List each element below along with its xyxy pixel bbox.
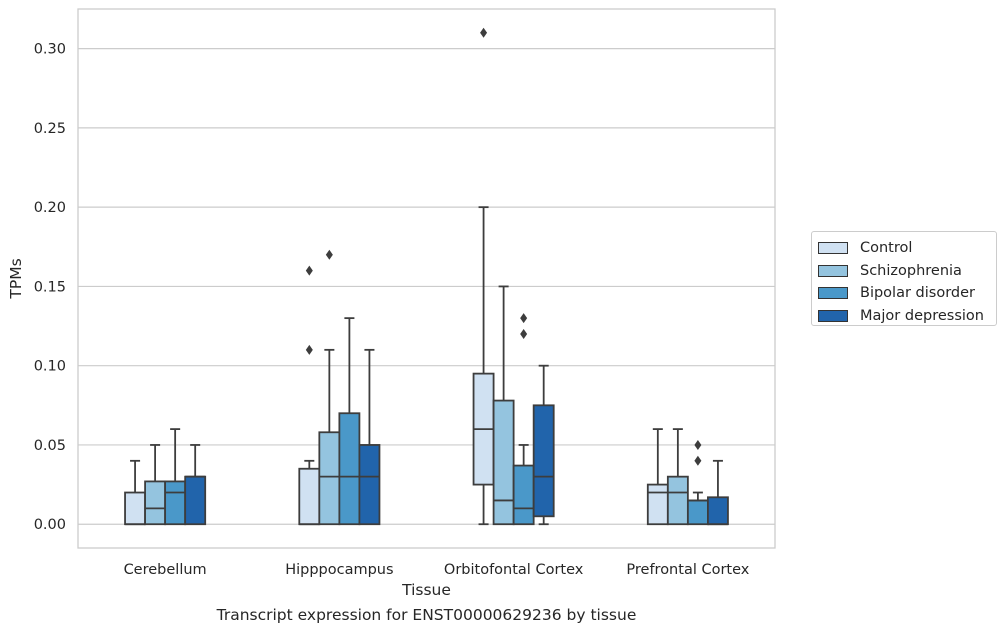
box [492,399,515,526]
outlier-point [694,439,702,450]
chart-caption: Transcript expression for ENST0000062923… [216,606,637,624]
box [666,475,689,526]
y-tick-label: 0.25 [34,121,66,137]
legend-item-schizophrenia: Schizophrenia [818,260,996,283]
y-tick-label: 0.15 [34,279,66,295]
outlier-point [325,249,333,260]
legend-label-control: Control [860,240,913,257]
x-tick-label: Hipppocampus [285,562,393,578]
y-tick-label: 0.05 [34,438,66,454]
y-tick-label: 0.20 [34,200,66,216]
y-tick-label: 0.30 [34,42,66,58]
outlier-point [520,313,528,324]
x-tick-label: Prefrontal Cortex [626,562,749,578]
box [164,480,187,526]
legend-item-major-depression: Major depression [818,305,996,328]
x-tick-label: Cerebellum [124,562,207,578]
legend-item-control: Control [818,237,996,260]
legend-label-major-depression: Major depression [860,307,984,324]
plot-frame [77,8,776,549]
box [144,480,167,526]
outlier-point [305,344,313,355]
box [707,496,729,526]
legend-swatch-major-depression [818,309,848,322]
box [646,483,669,526]
x-axis-label: Tissue [401,581,451,599]
box [532,404,555,518]
outlier-point [480,27,488,38]
outlier-point [520,328,528,339]
legend-label-schizophrenia: Schizophrenia [860,262,962,279]
legend-swatch-bipolar-disorder [818,287,848,300]
legend-swatch-schizophrenia [818,264,848,277]
box [298,467,321,526]
box [338,412,361,526]
box [512,464,535,526]
box [686,499,709,526]
outlier-point [694,455,702,466]
y-tick-label: 0.10 [34,359,66,375]
outlier-point [305,265,313,276]
box [318,431,341,526]
legend-item-bipolar-disorder: Bipolar disorder [818,282,996,305]
box [358,444,381,526]
box [124,491,146,526]
box [184,475,207,526]
x-tick-label: Orbitofontal Cortex [444,562,584,578]
y-tick-label: 0.00 [34,517,66,533]
legend-swatch-control [818,242,848,255]
y-axis-label: TPMs [7,258,25,299]
chart-legend: Control Schizophrenia Bipolar disorder M… [811,231,997,326]
legend-label-bipolar-disorder: Bipolar disorder [860,285,975,302]
